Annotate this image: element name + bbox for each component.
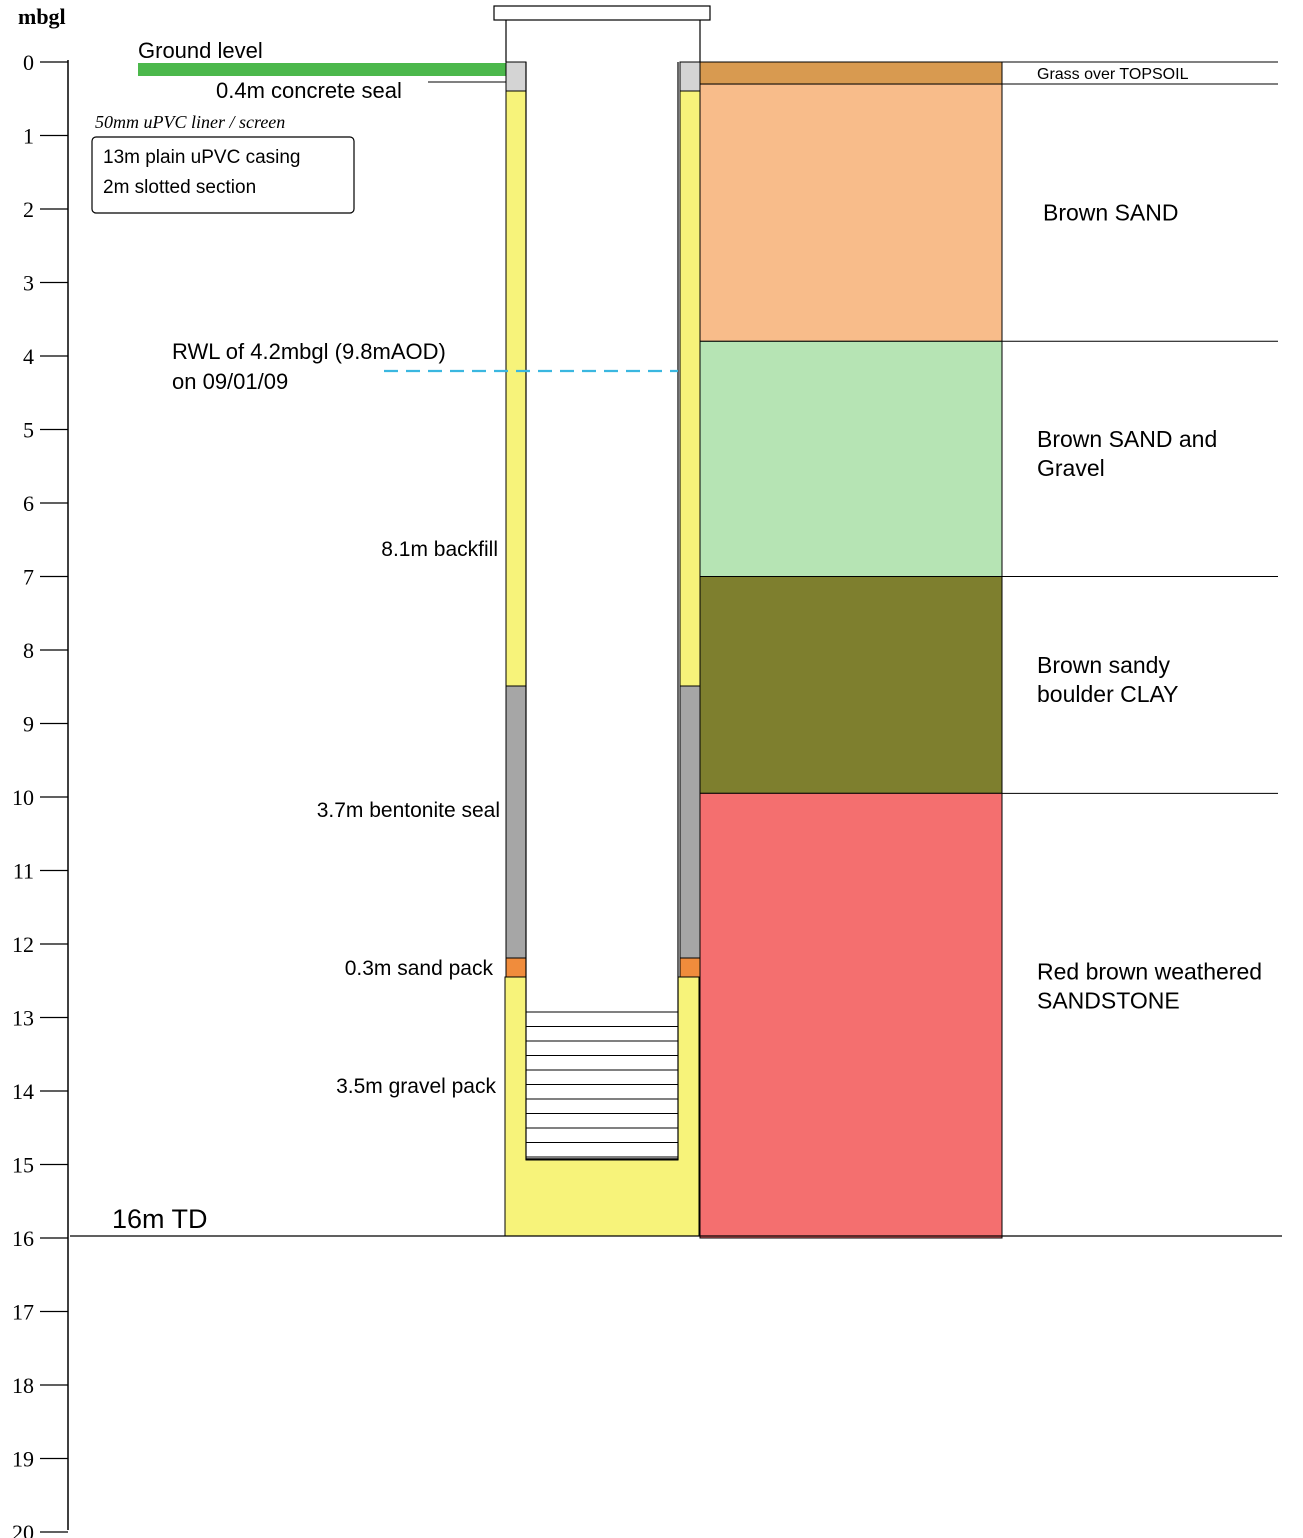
backfill-right (679, 90, 701, 687)
liner-label: 50mm uPVC liner / screen (95, 112, 285, 132)
slotted-screen (526, 1011, 678, 1160)
ground-level-label: Ground level (138, 38, 263, 63)
concrete-seal-label: 0.4m concrete seal (216, 78, 402, 103)
backfill-left (505, 90, 527, 687)
depth-tick-label: 16 (12, 1226, 34, 1251)
depth-tick-label: 14 (12, 1079, 34, 1104)
depth-tick-label: 1 (23, 124, 34, 149)
stratum-3 (699, 576, 1003, 794)
stratum-label-line2: SANDSTONE (1037, 988, 1180, 1014)
gravel-pack (504, 976, 700, 1237)
sand-pack-left (505, 957, 527, 978)
axis-unit-label: mbgl (18, 4, 66, 29)
well-cap (493, 5, 711, 21)
depth-tick-label: 19 (12, 1447, 34, 1472)
depth-tick-label: 10 (12, 785, 34, 810)
depth-tick-label: 7 (23, 565, 34, 590)
depth-tick-label: 20 (12, 1520, 34, 1538)
sand-pack-label: 0.3m sand pack (345, 957, 494, 980)
gravel-pack-label: 3.5m gravel pack (336, 1075, 496, 1098)
depth-tick-label: 15 (12, 1153, 34, 1178)
stratum-1 (699, 83, 1003, 342)
bentonite-left (505, 685, 527, 959)
stratum-2 (699, 340, 1003, 577)
stratum-label-line2: Gravel (1037, 455, 1105, 481)
depth-tick-label: 17 (12, 1300, 34, 1325)
concrete-seal-left (505, 61, 527, 92)
slotted-label: 2m slotted section (103, 177, 256, 198)
strata-column: Grass over TOPSOIL Brown SAND Brown SAND a… (699, 61, 1278, 1239)
stratum-label: Brown SAND (1043, 200, 1178, 226)
depth-tick-label: 5 (23, 418, 34, 443)
backfill-label: 8.1m backfill (381, 538, 498, 561)
depth-tick-label: 0 (23, 50, 34, 75)
rwl-label-line1: RWL of 4.2mbgl (9.8mAOD) (172, 339, 446, 364)
casing-info-box (91, 136, 355, 214)
depth-tick-label: 13 (12, 1006, 34, 1031)
depth-tick-label: 4 (23, 344, 34, 369)
depth-tick-label: 2 (23, 197, 34, 222)
stratum-4 (699, 792, 1003, 1239)
stratum-label-line1: Brown SAND and (1037, 426, 1217, 452)
stratum-label-line1: Red brown weathered (1037, 959, 1262, 985)
total-depth-label: 16m TD (112, 1204, 208, 1234)
stratum-label: Grass over TOPSOIL (1037, 66, 1189, 83)
depth-tick-label: 12 (12, 932, 34, 957)
casing-label: 13m plain uPVC casing (103, 147, 301, 168)
depth-tick-label: 8 (23, 638, 34, 663)
bentonite-right (679, 685, 701, 959)
rwl-label-line2: on 09/01/09 (172, 369, 288, 394)
bentonite-label: 3.7m bentonite seal (317, 799, 500, 822)
depth-tick-label: 11 (13, 859, 34, 884)
depth-tick-label: 6 (23, 491, 34, 516)
stratum-label-line2: boulder CLAY (1037, 681, 1179, 707)
stratum-label-line1: Brown sandy (1037, 652, 1170, 678)
sand-pack-right (679, 957, 701, 978)
depth-tick-label: 3 (23, 271, 34, 296)
stratum-0 (699, 61, 1003, 85)
ground-level-bar (138, 63, 506, 76)
depth-tick-label: 9 (23, 712, 34, 737)
depth-tick-label: 18 (12, 1373, 34, 1398)
concrete-seal-right (679, 61, 701, 92)
